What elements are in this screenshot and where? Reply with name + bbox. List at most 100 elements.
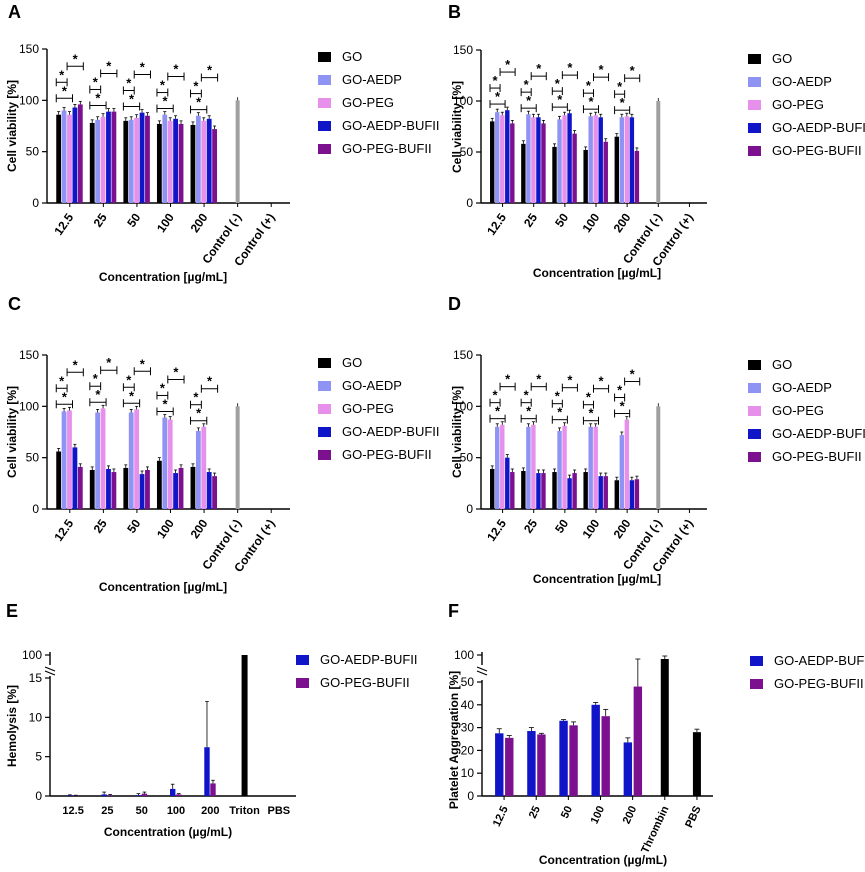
panel-b-bar-go [490, 121, 495, 203]
panel-b-sig2-star: * [493, 73, 499, 88]
panel-b-y-tick-label: 100 [453, 94, 473, 108]
panel-c-bar-go [190, 466, 196, 509]
panel-b-legend-swatch [748, 54, 761, 64]
panel-b-bar-go-aedp [619, 117, 625, 203]
panel-c-sig1-star: * [163, 396, 169, 411]
panel-d-sig3-star: * [598, 374, 604, 389]
panel-a-bar-go-aedp [95, 119, 101, 203]
panel-a-bar-go-aedp [128, 119, 134, 203]
panel-b-bar-go-peg [562, 115, 567, 203]
panel-d-legend-label: GO-AEDP [772, 380, 832, 395]
panel-f-bar-go-aedp-bufii [623, 742, 633, 796]
panel-c-x-tick-label: 12.5 [51, 516, 76, 543]
panel-c-legend-swatch [318, 358, 331, 368]
panel-a-bar-go [156, 123, 162, 203]
panel-b-bar-go [521, 143, 526, 203]
panel-f-bar-go-aedp-bufii [559, 720, 568, 796]
panel-c-legend-swatch [318, 427, 331, 437]
panel-c-bar-go-peg-bufii [145, 469, 150, 509]
panel-e-label: E [6, 601, 18, 621]
panel-b-bar-go [552, 146, 557, 203]
panel-e-legend-label: GO-AEDP-BUFII [320, 652, 418, 667]
panel-a-x-axis-title: Concentration [µg/mL] [99, 270, 227, 284]
panel-b-sig3-star: * [505, 57, 511, 72]
panel-f-x-tick-label: PBS [683, 804, 703, 830]
panel-b-bar-go-peg-bufii [634, 150, 640, 203]
panel-a-bar-go-peg-bufii [111, 111, 117, 203]
panel-a-bar-go-peg-bufii [77, 104, 83, 203]
panel-e-axis-break-mark [44, 670, 56, 676]
panel-f-bar-go-aedp-bufii [495, 733, 504, 796]
panel-f-legend-swatch [750, 679, 763, 689]
panel-d-bar-go-peg [562, 425, 567, 509]
panel-a-y-axis-title: Cell viability [%] [5, 80, 19, 172]
panel-a-bar-go-peg-bufii [212, 129, 218, 203]
panel-b-bar-go-peg [531, 117, 536, 203]
panel-b-legend-label: GO-AEDP [772, 74, 832, 89]
panel-b-label: B [448, 2, 461, 22]
panel-a-bar-go-aedp-bufii [173, 118, 179, 203]
panel-b-x-tick-label: 100 [579, 210, 602, 235]
panel-a-sig2-star: * [160, 78, 166, 93]
panel-f-legend-label: GO-AEDP-BUFII [774, 653, 865, 668]
panel-c-y-tick-label: 50 [26, 451, 40, 465]
panel-d-bar-go [552, 472, 557, 509]
panel-d-bar-go-aedp-bufii [629, 480, 635, 509]
panel-e-x-tick-label: PBS [268, 805, 291, 817]
panel-d-bar-go [614, 480, 620, 509]
panel-c-sig2-star: * [126, 372, 132, 387]
panel-b-x-tick-label: 25 [521, 210, 540, 229]
panel-d-bar-go-aedp [526, 426, 531, 509]
panel-d-bar-go-peg [531, 424, 536, 509]
panel-d-bar-go [583, 472, 588, 509]
panel-a-legend-label: GO-PEG [342, 95, 394, 110]
panel-b-bar-go-aedp [557, 119, 562, 203]
panel-e-bar-go-aedp-bufii [67, 795, 73, 796]
panel-d-legend-swatch [748, 406, 761, 416]
panel-f-y-tick-label: 50 [461, 675, 475, 689]
panel-c-bar-go [123, 467, 129, 509]
panel-a-x-tick-label: 50 [124, 210, 143, 229]
panel-f-y-tick-label: 100 [454, 648, 474, 662]
panel-c-bar-go [56, 451, 62, 509]
panel-d-bar-go-aedp [557, 430, 562, 509]
panel-c-sig1-star: * [95, 387, 101, 402]
panel-a-sig1-star: * [62, 83, 68, 98]
panel-a-sig3-star: * [140, 59, 146, 74]
panel-d-legend-label: GO [772, 357, 792, 372]
panel-b-sig3-star: * [536, 61, 542, 76]
panel-f-bar-thrombin [660, 659, 669, 796]
panel-b-bar-go-peg-bufii [510, 123, 515, 203]
panel-a-bar-go-peg [134, 117, 140, 203]
panel-b-bar-go-aedp [588, 116, 593, 203]
panel-b-legend-swatch [748, 123, 761, 133]
panel-e-x-tick-label: 25 [101, 805, 113, 817]
panel-a-y-tick-label: 150 [19, 42, 39, 56]
panel-a-x-tick-label: 200 [188, 210, 211, 235]
panel-a-bar-go-peg [201, 120, 207, 203]
panel-a-sig2-star: * [59, 67, 65, 82]
panel-a-sig1-star: * [129, 91, 135, 106]
panel-f-x-tick-label: Thrombin [639, 804, 671, 855]
panel-e-x-tick-label: 200 [201, 805, 219, 817]
panel-c-bar-go-peg [100, 408, 106, 509]
panel-e-y-tick-label: 15 [29, 671, 43, 685]
panel-b-sig2-star: * [524, 77, 530, 92]
panel-d-x-tick-label: 50 [552, 516, 571, 535]
panel-d-sig2-star: * [524, 388, 530, 403]
panel-f-axis-break-mark [476, 670, 488, 676]
panel-e-y-tick-label: 5 [35, 750, 42, 764]
panel-e-x-tick-label: 12.5 [62, 805, 83, 817]
panel-b-x-axis-title: Concentration [µg/mL] [533, 266, 661, 280]
panel-f-bar-go-peg-bufii [537, 734, 546, 796]
panel-c-legend-label: GO-PEG [342, 401, 394, 416]
panel-e-x-tick-label: Triton [229, 805, 260, 817]
panel-a-bar-go-aedp-bufii [206, 118, 212, 203]
panel-a-bar-go-aedp-bufii [139, 112, 145, 203]
panel-c-bar-go-peg-bufii [212, 476, 218, 509]
panel-a-bar-go [190, 124, 196, 203]
panel-d-sig2-star: * [555, 389, 561, 404]
panel-b-legend-swatch [748, 146, 761, 156]
panel-a-legend-label: GO-PEG-BUFII [342, 141, 432, 156]
